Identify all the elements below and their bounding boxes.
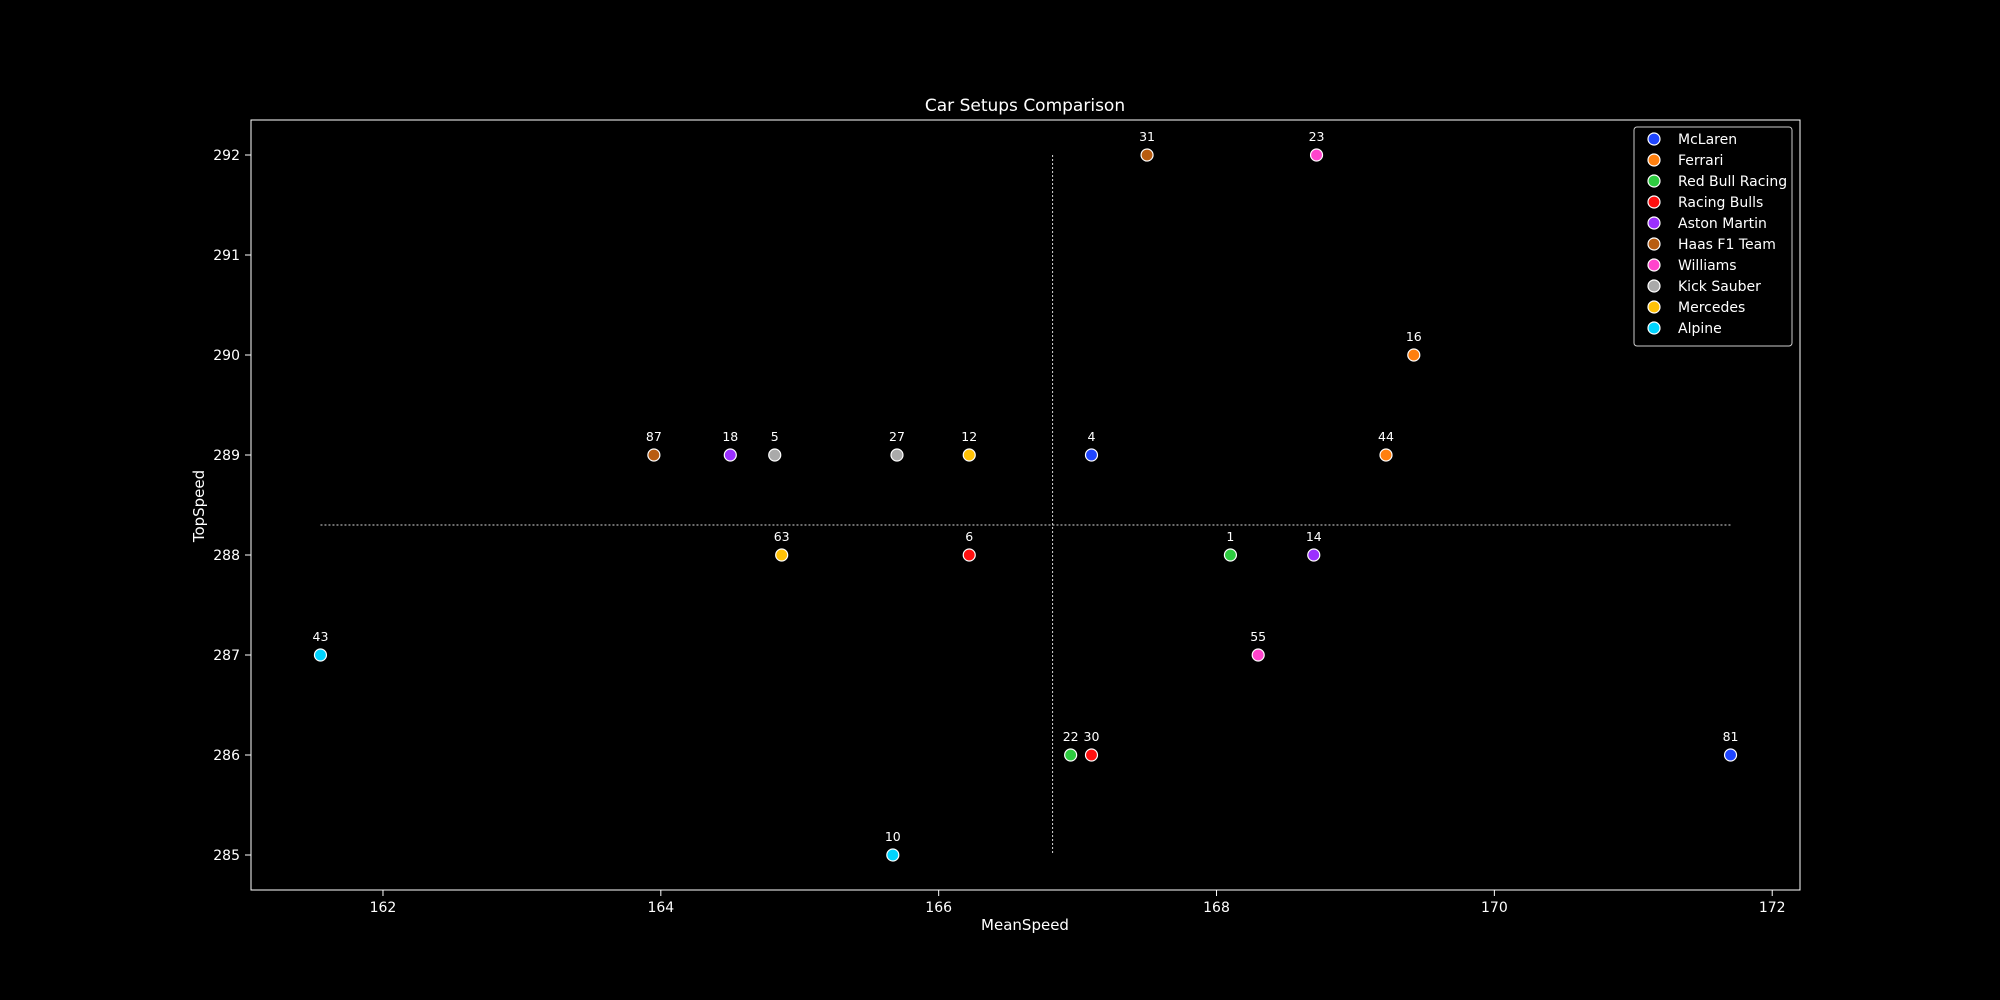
data-point (890, 448, 904, 462)
legend-label: Ferrari (1678, 153, 1723, 169)
x-axis: 162 164 166 168 170 172 (370, 890, 1786, 916)
data-point-label: 14 (1306, 529, 1322, 544)
data-point-label: 10 (885, 829, 901, 844)
legend-label: Williams (1678, 258, 1737, 274)
data-point (962, 548, 976, 562)
y-tick-label: 286 (213, 748, 240, 764)
legend-marker (1647, 132, 1661, 146)
data-point-label: 27 (889, 429, 905, 444)
legend-marker (1647, 216, 1661, 230)
y-tick-label: 289 (213, 448, 240, 464)
legend-label: Kick Sauber (1678, 279, 1761, 295)
legend-label: Alpine (1678, 321, 1722, 337)
data-point-label: 43 (313, 629, 329, 644)
data-point (962, 448, 976, 462)
y-tick-label: 291 (213, 248, 240, 264)
x-tick-label: 162 (370, 900, 397, 916)
y-axis-label: TopSpeed (190, 470, 208, 543)
data-point-label: 63 (774, 529, 790, 544)
data-point (1064, 748, 1078, 762)
legend-marker (1647, 300, 1661, 314)
legend-label: Racing Bulls (1678, 195, 1763, 211)
data-point-label: 1 (1226, 529, 1234, 544)
data-point (768, 448, 782, 462)
y-tick-label: 290 (213, 348, 240, 364)
data-point (1379, 448, 1393, 462)
y-axis: 285 286 287 288 289 290 291 292 (213, 148, 251, 864)
data-point-label: 18 (722, 429, 738, 444)
legend-marker (1647, 279, 1661, 293)
data-point (1084, 748, 1099, 762)
y-tick-label: 285 (213, 848, 240, 864)
legend-label: Haas F1 Team (1678, 237, 1776, 253)
x-tick-label: 168 (1203, 900, 1230, 916)
y-tick-label: 288 (213, 548, 240, 564)
x-tick-label: 164 (647, 900, 674, 916)
data-point (1407, 348, 1421, 362)
mean-reference-lines (320, 155, 1731, 855)
data-point (313, 648, 328, 662)
y-tick-label: 292 (213, 148, 240, 164)
legend: McLaren Ferrari Red Bull Racing Racing Bull… (1633, 126, 1793, 347)
legend-label: Red Bull Racing (1678, 174, 1787, 190)
data-point-label: 30 (1084, 729, 1100, 744)
data-point-label: 44 (1378, 429, 1394, 444)
data-point-label: 23 (1309, 129, 1325, 144)
x-axis-label: MeanSpeed (981, 916, 1069, 934)
y-tick-label: 287 (213, 648, 240, 664)
data-point (1251, 648, 1265, 662)
legend-label: Aston Martin (1678, 216, 1767, 232)
data-point-label: 87 (646, 429, 662, 444)
data-point-label: 12 (961, 429, 977, 444)
legend-marker (1647, 258, 1661, 272)
data-point (1084, 448, 1099, 462)
chart-title: Car Setups Comparison (925, 96, 1125, 116)
data-point-label: 81 (1723, 729, 1739, 744)
legend-box (1633, 126, 1793, 347)
data-point (647, 448, 661, 462)
data-point (1223, 548, 1238, 562)
legend-marker (1647, 237, 1661, 251)
data-point-label: 4 (1088, 429, 1096, 444)
data-point-label: 22 (1063, 729, 1079, 744)
legend-label: Mercedes (1678, 300, 1745, 316)
x-tick-label: 170 (1481, 900, 1508, 916)
legend-marker (1647, 153, 1661, 167)
data-point (775, 548, 789, 562)
plot-frame (250, 119, 1801, 891)
legend-marker (1647, 174, 1661, 188)
legend-marker (1647, 321, 1661, 335)
legend-marker (1647, 195, 1661, 209)
data-point-label: 16 (1406, 329, 1422, 344)
data-point-label: 5 (771, 429, 779, 444)
data-point (1723, 748, 1738, 762)
data-point-label: 31 (1139, 129, 1155, 144)
data-point-label: 55 (1250, 629, 1266, 644)
data-point (1140, 148, 1154, 162)
data-point-label: 6 (965, 529, 973, 544)
x-tick-label: 166 (925, 900, 952, 916)
data-point (886, 848, 900, 862)
data-point (723, 448, 737, 462)
data-point (1309, 148, 1324, 162)
x-tick-label: 172 (1759, 900, 1786, 916)
legend-label: McLaren (1678, 132, 1737, 148)
data-point (1307, 548, 1321, 562)
